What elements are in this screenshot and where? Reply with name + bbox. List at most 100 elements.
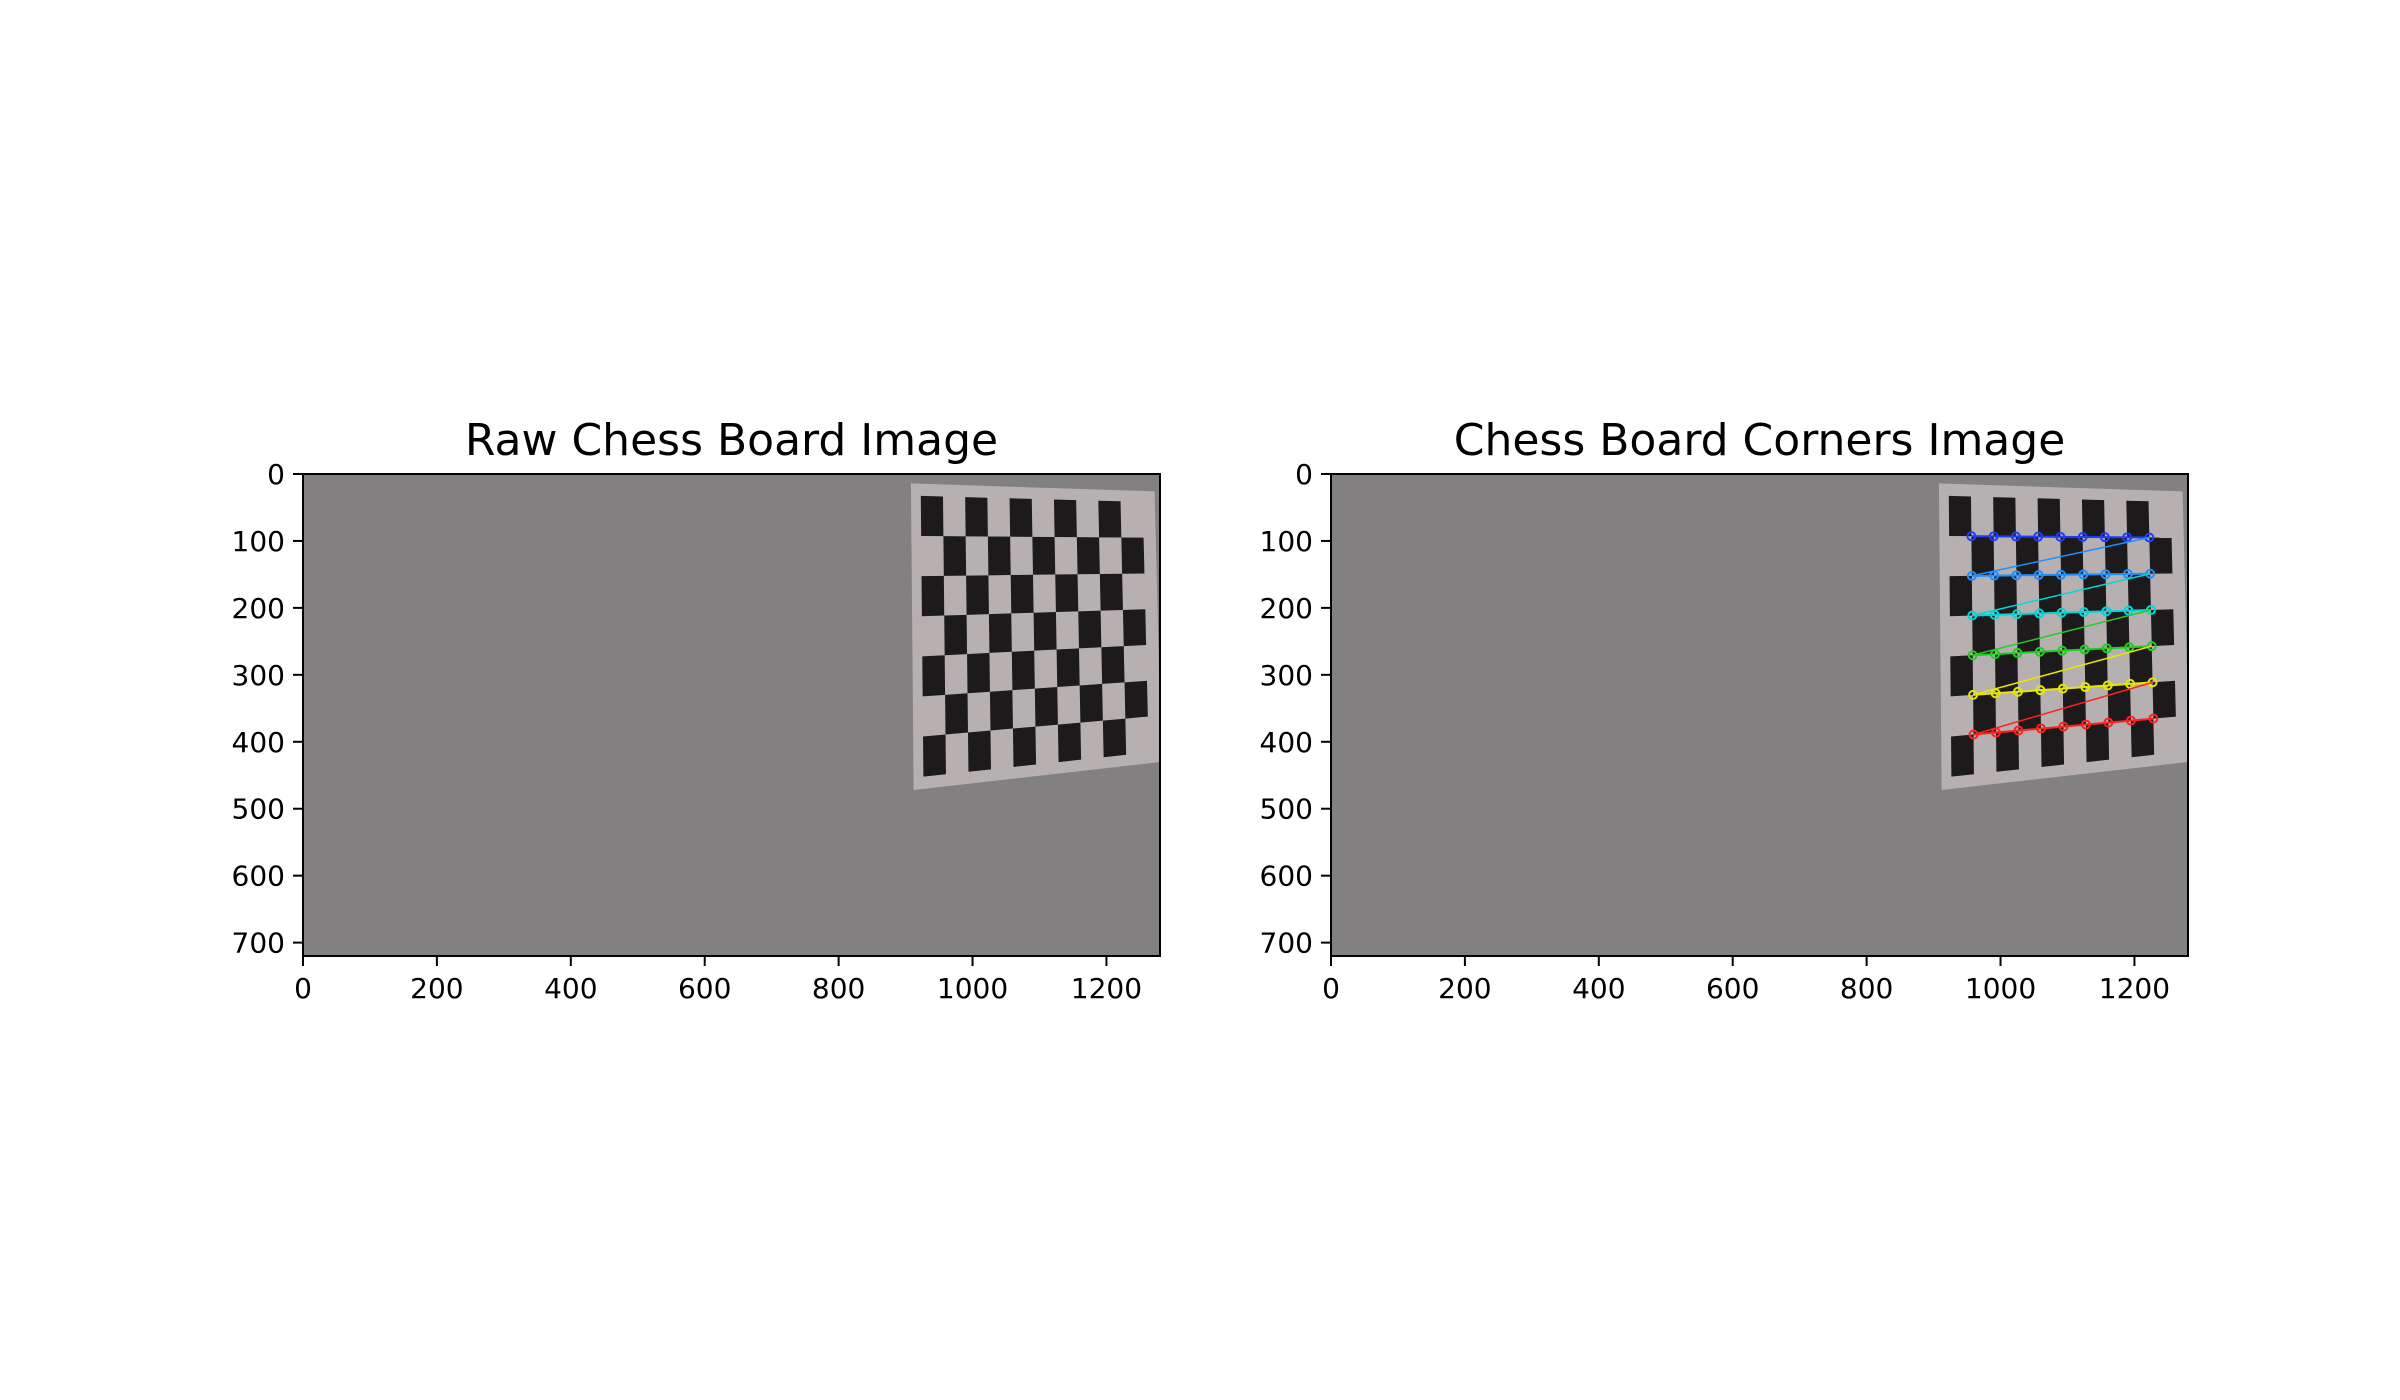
x-tick-label: 1000 [937, 972, 1008, 1005]
board-square [1993, 497, 2016, 537]
board-square [1121, 537, 1145, 574]
raw-checkerboard [920, 495, 1148, 777]
raw-panel-title: Raw Chess Board Image [465, 415, 998, 466]
x-tick-label: 0 [294, 972, 312, 1005]
corner-point [1967, 610, 1978, 621]
board-square [1971, 536, 1995, 576]
corner-point [2035, 685, 2046, 696]
y-tick-label: 100 [232, 525, 285, 558]
corner-point [2011, 570, 2022, 581]
corner-point [2033, 570, 2044, 581]
board-square [988, 613, 1012, 653]
corner-point [2101, 606, 2112, 617]
corner-point [2010, 531, 2021, 542]
y-tick-label: 400 [232, 726, 285, 759]
x-tick-label: 400 [1572, 972, 1625, 1005]
corner-point [1989, 570, 2000, 581]
corner-row-connector [1971, 536, 2150, 577]
corner-point [2079, 644, 2090, 655]
corners-y-axis: 0 100 200 300 400 500 600 700 [1260, 458, 1331, 960]
corner-point [2035, 723, 2046, 734]
board-square [944, 614, 968, 656]
x-tick-label: 1200 [2099, 972, 2170, 1005]
corners-checkerboard [1948, 495, 2176, 777]
corner-point [1990, 727, 2001, 738]
board-square [2150, 609, 2175, 647]
y-tick-label: 500 [1260, 793, 1313, 826]
board-square [2149, 537, 2173, 574]
corner-row-connector [1972, 609, 2152, 656]
board-square [2061, 612, 2085, 651]
board-square [1951, 734, 1974, 777]
board-square [1949, 575, 1973, 617]
board-square [2152, 680, 2176, 719]
corner-row-connector [1973, 681, 2153, 736]
board-square [1098, 500, 1122, 538]
board-square [1995, 730, 2019, 772]
corner-point [1990, 688, 2001, 699]
x-tick-label: 600 [1706, 972, 1759, 1005]
board-square [1994, 575, 2017, 615]
corner-row-line [1971, 572, 2151, 577]
board-square [1973, 693, 1996, 735]
corner-point [2012, 647, 2023, 658]
board-square [2062, 687, 2086, 727]
board-square [1056, 648, 1080, 688]
corner-point [2055, 531, 2066, 542]
board-square [2015, 536, 2039, 576]
corner-row-line [1972, 608, 2151, 617]
corner-row-connector [1972, 572, 2151, 617]
board-square [965, 497, 988, 537]
board-square [2037, 498, 2061, 537]
corner-point [2101, 643, 2112, 654]
corner-point [1988, 531, 1999, 542]
corner-point [2100, 569, 2111, 580]
board-square [1055, 574, 1079, 613]
y-tick-label: 700 [1260, 927, 1313, 960]
board-square [1011, 650, 1035, 691]
board-square [1032, 536, 1056, 575]
corners-panel-title: Chess Board Corners Image [1454, 415, 2066, 466]
corner-point [2147, 677, 2158, 688]
board-square [943, 536, 967, 576]
board-square [987, 536, 1011, 576]
corner-point [1989, 609, 2000, 620]
corner-point [2056, 607, 2067, 618]
corner-point [2102, 680, 2113, 691]
x-tick-label: 1000 [1965, 972, 2036, 1005]
board-square [2126, 500, 2150, 538]
x-tick-label: 200 [1438, 972, 1491, 1005]
board-square [1057, 722, 1082, 763]
board-square [1033, 612, 1057, 651]
board-square [1948, 495, 1972, 537]
x-tick-label: 200 [410, 972, 463, 1005]
y-tick-label: 200 [1260, 592, 1313, 625]
board-square [967, 730, 991, 772]
board-square [1101, 646, 1125, 684]
board-square [1010, 574, 1034, 614]
corner-point [2057, 645, 2068, 656]
corner-row-connector [1972, 645, 2152, 696]
corner-point [2058, 721, 2069, 732]
x-tick-label: 400 [544, 972, 597, 1005]
corner-point [2080, 719, 2091, 730]
corner-row-line [1972, 645, 2152, 657]
x-tick-label: 0 [1322, 972, 1340, 1005]
corner-point [2144, 532, 2155, 543]
corner-point [2055, 569, 2066, 580]
y-tick-label: 0 [1295, 458, 1313, 491]
x-tick-label: 800 [1840, 972, 1893, 1005]
board-square [1099, 573, 1123, 611]
corner-row-line [1973, 681, 2153, 696]
corner-point [2078, 607, 2089, 618]
y-tick-label: 100 [1260, 525, 1313, 558]
corner-point [2034, 646, 2045, 657]
corners-image-panel: Chess Board Corners Image 0 200 400 600 800 1… [1260, 415, 2189, 1005]
board-square [2039, 650, 2063, 691]
y-tick-label: 300 [232, 659, 285, 692]
board-square [2127, 573, 2151, 611]
corner-point [1967, 650, 1978, 661]
corner-point [2077, 532, 2088, 543]
board-square [2130, 718, 2155, 758]
y-tick-label: 600 [1260, 860, 1313, 893]
